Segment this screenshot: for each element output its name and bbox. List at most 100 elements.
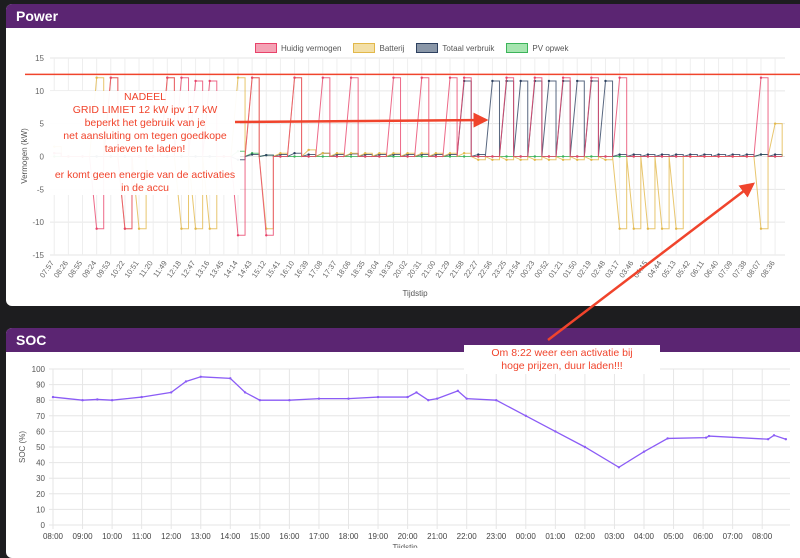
x-tick-label: 14:00 <box>220 532 241 541</box>
data-point <box>378 155 381 158</box>
legend-item[interactable]: Totaal verbruik <box>416 43 494 53</box>
y-tick-label: 90 <box>36 381 45 390</box>
data-point <box>618 153 621 156</box>
data-point <box>392 155 395 158</box>
x-axis-label: Tijdstip <box>402 289 428 298</box>
data-point <box>583 445 587 449</box>
x-tick-label: 08:00 <box>43 532 64 541</box>
data-point <box>533 76 537 79</box>
data-point <box>576 158 579 161</box>
data-point <box>604 79 607 83</box>
data-point <box>335 152 339 155</box>
data-point <box>759 227 763 230</box>
data-point <box>137 227 141 230</box>
data-point <box>335 155 339 158</box>
data-point <box>689 153 692 156</box>
data-point <box>717 153 720 156</box>
data-point <box>435 397 439 400</box>
data-point <box>420 155 423 158</box>
x-tick-label: 07:00 <box>723 532 744 541</box>
data-point <box>674 153 678 156</box>
data-point <box>745 153 749 156</box>
data-point <box>349 155 353 158</box>
x-tick-label: 23:00 <box>486 532 507 541</box>
data-point <box>554 430 557 433</box>
data-point <box>646 155 650 158</box>
data-point <box>462 76 466 79</box>
data-point <box>96 398 99 401</box>
y-tick-label: -10 <box>32 218 44 227</box>
data-point <box>110 399 114 402</box>
data-point <box>642 450 646 453</box>
x-tick-label: 12:00 <box>161 532 182 541</box>
data-point <box>576 155 579 158</box>
legend-item[interactable]: Batterij <box>353 43 404 53</box>
data-point <box>759 153 763 156</box>
data-point <box>590 158 593 161</box>
data-point <box>166 76 169 79</box>
data-point <box>666 437 669 440</box>
data-point <box>465 397 468 400</box>
annotation-line: beperkt het gebruik van je <box>84 117 206 129</box>
data-point <box>646 153 650 156</box>
annotation-line: er komt geen energie van de activaties <box>54 169 236 181</box>
x-tick-label: 13:00 <box>191 532 212 541</box>
y-tick-label: 10 <box>36 505 45 514</box>
legend-label: PV opwek <box>532 43 569 53</box>
x-tick-label: 06:00 <box>693 532 714 541</box>
data-point <box>561 76 565 79</box>
data-point <box>547 158 551 161</box>
legend-swatch <box>255 43 277 53</box>
data-point <box>415 391 418 394</box>
x-tick-label: 18:00 <box>338 532 359 541</box>
legend-swatch <box>506 43 529 53</box>
annotation-line: NADEEL <box>123 91 166 103</box>
data-point <box>448 155 452 158</box>
soc-line <box>52 376 787 469</box>
x-tick-label: 19:00 <box>368 532 389 541</box>
y-tick-label: 20 <box>36 490 45 499</box>
data-point <box>462 152 466 155</box>
data-point <box>533 158 537 161</box>
annotation-line: hoge prijzen, duur laden!!! <box>501 360 623 372</box>
y-tick-label: 30 <box>36 474 45 483</box>
data-point <box>491 79 494 83</box>
data-point <box>547 79 551 83</box>
x-tick-label: 22:00 <box>457 532 478 541</box>
data-point <box>194 227 197 230</box>
data-point <box>307 148 310 152</box>
data-point <box>364 155 367 158</box>
data-point <box>533 155 537 158</box>
data-point <box>392 152 395 155</box>
data-point <box>434 155 438 158</box>
data-point <box>561 158 565 161</box>
data-point <box>618 76 621 79</box>
x-tick-label: 00:00 <box>516 532 537 541</box>
data-point <box>617 466 621 469</box>
data-point <box>199 375 202 378</box>
y-tick-label: -15 <box>32 251 44 260</box>
data-point <box>618 155 621 158</box>
data-point <box>307 155 310 158</box>
y-tick-label: 0 <box>40 153 45 162</box>
data-point <box>689 155 692 158</box>
legend-item[interactable]: Huidig vermogen <box>255 43 341 53</box>
data-point <box>773 122 777 125</box>
data-point <box>519 155 522 158</box>
data-point <box>448 76 452 79</box>
data-point <box>660 153 664 156</box>
data-point <box>347 397 350 400</box>
data-point <box>293 76 296 79</box>
y-tick-label: 50 <box>36 443 45 452</box>
data-point <box>406 152 409 155</box>
legend-item[interactable]: PV opwek <box>506 43 568 53</box>
y-tick-label: 80 <box>36 396 45 405</box>
data-point <box>703 153 706 156</box>
data-point <box>604 158 607 161</box>
data-point <box>505 158 508 161</box>
x-tick-label: 20:00 <box>398 532 419 541</box>
data-point <box>704 436 708 439</box>
data-point <box>180 76 183 79</box>
data-point <box>109 76 112 79</box>
